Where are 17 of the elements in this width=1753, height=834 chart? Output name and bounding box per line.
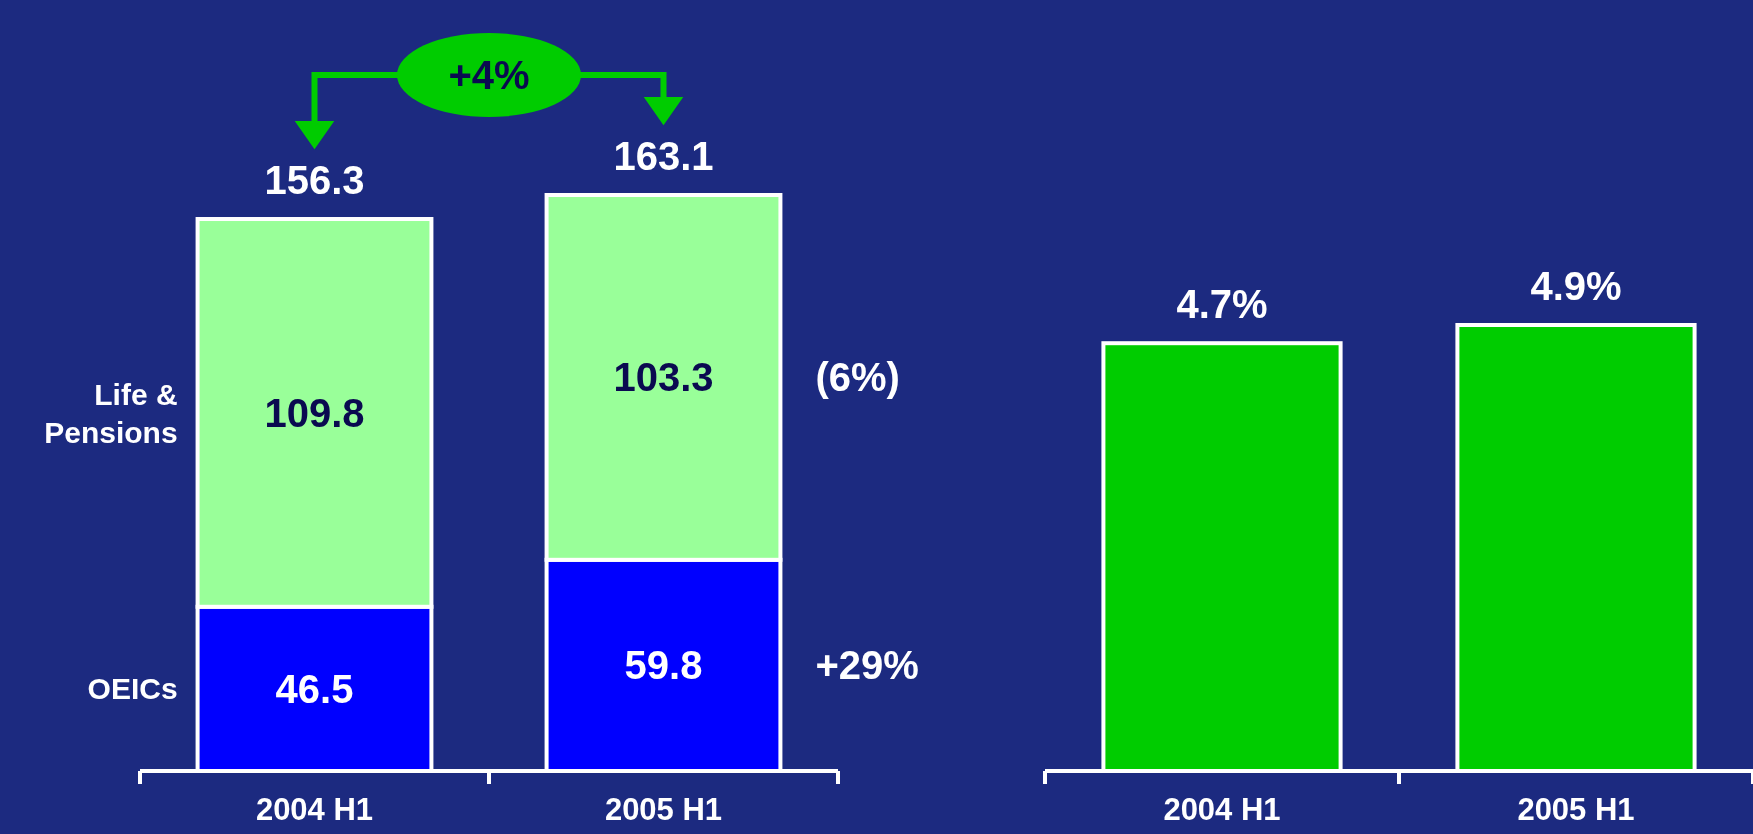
annotation: +29%: [815, 643, 919, 688]
total-label: 163.1: [613, 134, 714, 178]
text: +4%: [448, 53, 530, 97]
x-tick-label: 2004 H1: [255, 792, 374, 827]
annotation: (6%): [815, 355, 900, 400]
total-label: 156.3: [264, 158, 365, 203]
x-tick-label: 2005 H1: [1517, 792, 1635, 827]
data-label: 4.9%: [1530, 264, 1622, 308]
data-label: 59.8: [624, 643, 703, 688]
data-label: 46.5: [275, 666, 354, 711]
data-label: 4.7%: [1176, 282, 1268, 327]
data-label: 109.8: [264, 390, 365, 435]
x-tick-label: 2004 H1: [1163, 792, 1281, 827]
data-label: 103.3: [613, 355, 714, 400]
series-label: OEICs: [87, 671, 178, 705]
x-tick-label: 2005 H1: [604, 792, 723, 827]
series-label: Life & Pensions: [44, 377, 178, 449]
